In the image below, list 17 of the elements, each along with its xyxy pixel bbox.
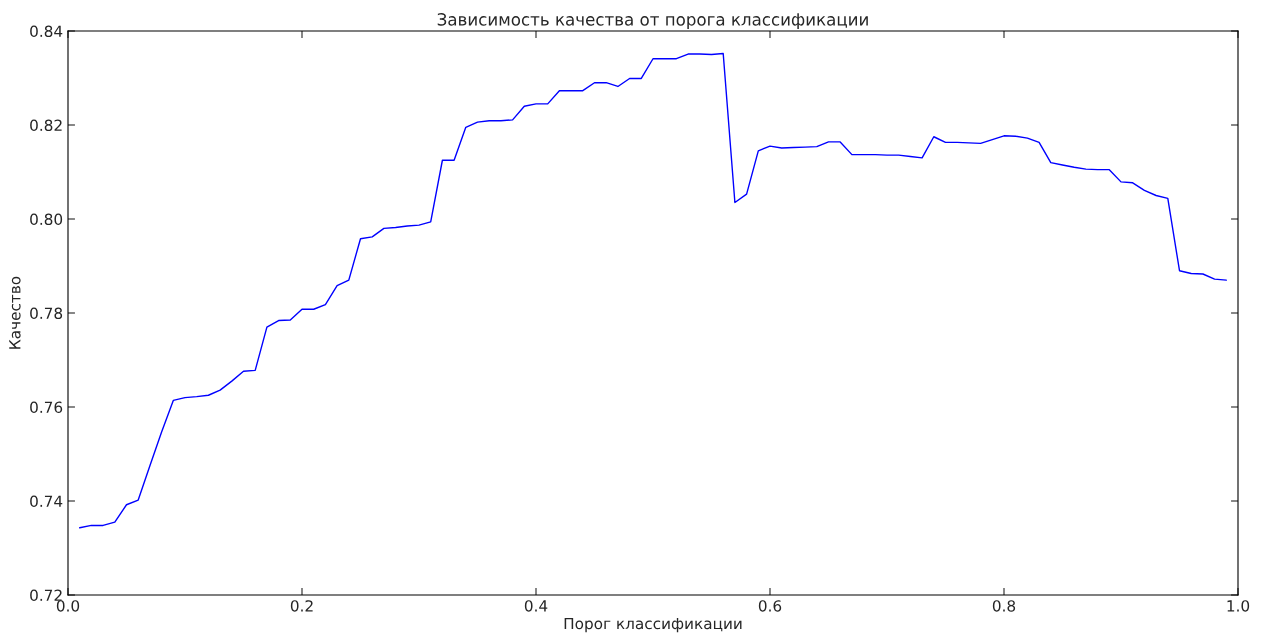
y-tick-label: 0.80 [30, 213, 63, 226]
x-tick-label: 1.0 [1227, 600, 1250, 612]
y-tick-label: 0.78 [30, 307, 63, 320]
y-tick-label: 0.72 [30, 589, 62, 602]
line-series [79, 52, 1227, 529]
y-axis-title: Качество [9, 276, 21, 349]
y-tick-label: 0.76 [30, 401, 63, 414]
y-tick-label: 0.74 [30, 495, 63, 508]
x-tick-label: 0.0 [56, 600, 80, 612]
y-tick-label: 0.82 [30, 119, 62, 132]
x-tick-label: 0.2 [290, 600, 313, 612]
y-tick-label: 0.84 [30, 25, 63, 38]
x-tick-label: 0.4 [524, 600, 548, 612]
x-tick-label: 0.8 [992, 600, 1016, 612]
x-axis-title: Порог классификации [564, 617, 742, 633]
x-tick-label: 0.6 [758, 600, 782, 612]
chart-title: Зависимость качества от порога классификации [437, 13, 868, 29]
